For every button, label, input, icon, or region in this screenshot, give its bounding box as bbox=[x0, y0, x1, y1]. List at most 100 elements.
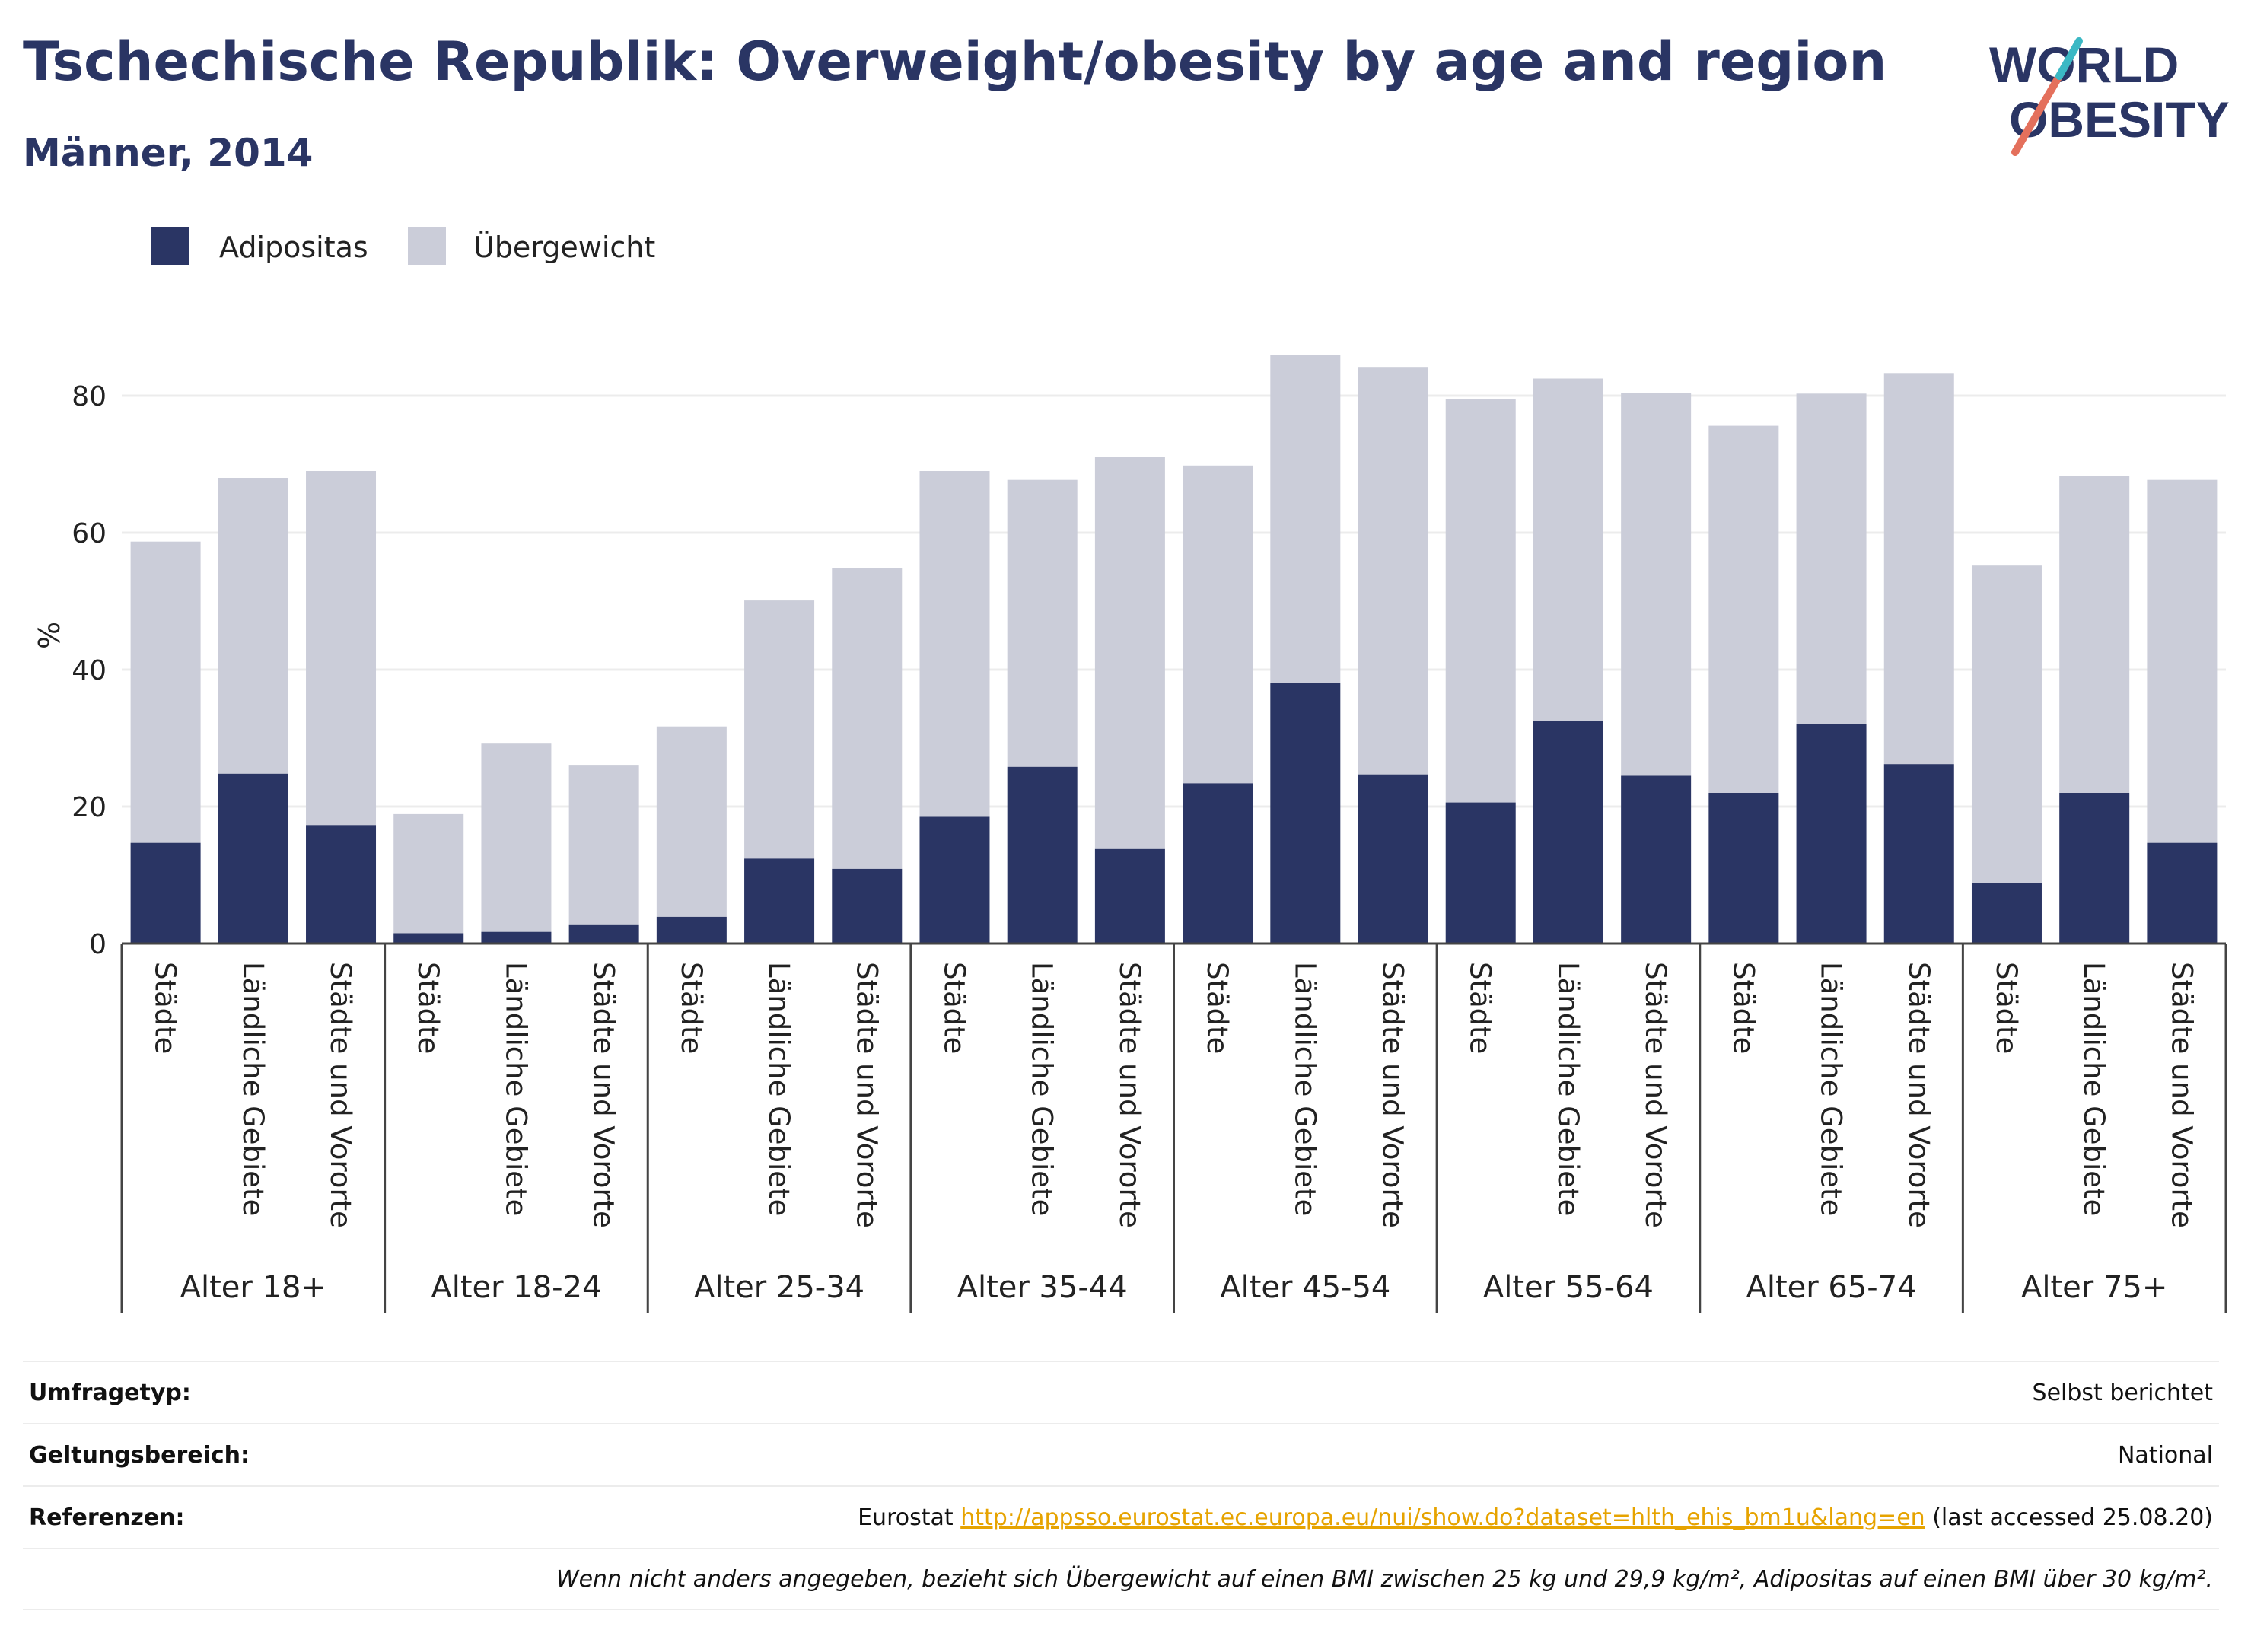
bar-uebergewicht bbox=[1094, 457, 1165, 849]
y-gridlines bbox=[122, 394, 2226, 808]
x-category-label: Städte bbox=[149, 962, 182, 1054]
x-category-label: Städte bbox=[412, 962, 444, 1054]
y-tick-label: 0 bbox=[89, 929, 107, 960]
bar-adipositas bbox=[1358, 774, 1428, 944]
bar-uebergewicht bbox=[218, 478, 288, 774]
references-accessed: (last accessed 25.08.20) bbox=[1932, 1504, 2213, 1531]
bar-adipositas bbox=[1270, 683, 1341, 944]
bar-adipositas bbox=[481, 931, 552, 944]
bar-uebergewicht bbox=[1621, 393, 1692, 776]
bar-adipositas bbox=[656, 916, 727, 944]
x-group-label: Alter 35-44 bbox=[957, 1270, 1128, 1305]
y-axis-label: % bbox=[33, 622, 66, 649]
legend-label-adipositas: Adipositas bbox=[219, 231, 368, 264]
x-category-label: Städte bbox=[1727, 962, 1759, 1054]
bar-uebergewicht bbox=[656, 726, 727, 917]
bar-uebergewicht bbox=[1796, 393, 1867, 724]
info-row-scope: Geltungsbereich: National bbox=[23, 1423, 2219, 1485]
bar-uebergewicht bbox=[832, 568, 903, 869]
survey-value: Selbst berichtet bbox=[2032, 1379, 2213, 1406]
x-category-label: Ländliche Gebiete bbox=[1552, 962, 1584, 1216]
y-tick-label: 20 bbox=[72, 792, 107, 823]
page-title: Tschechische Republik: Overweight/obesit… bbox=[23, 30, 1887, 93]
world-obesity-logo: WORLD OBESITY bbox=[1989, 37, 2230, 156]
legend-swatch-uebergewicht bbox=[408, 227, 446, 265]
bar-adipositas bbox=[744, 858, 815, 944]
bar-uebergewicht bbox=[744, 600, 815, 859]
definition-note: Wenn nicht anders angegeben, bezieht sic… bbox=[556, 1565, 2213, 1593]
x-category-label: Ländliche Gebiete bbox=[1026, 962, 1059, 1216]
x-group-label: Alter 18-24 bbox=[431, 1270, 601, 1305]
references-value: Eurostat http://appsso.eurostat.ec.europ… bbox=[858, 1504, 2213, 1531]
bar-uebergewicht bbox=[481, 743, 552, 932]
bar-uebergewicht bbox=[1708, 425, 1779, 793]
bar-adipositas bbox=[1183, 783, 1253, 944]
x-category-label: Städte und Vororte bbox=[1113, 962, 1146, 1228]
references-label: Referenzen: bbox=[29, 1504, 185, 1531]
x-category-label: Ländliche Gebiete bbox=[2077, 962, 2110, 1216]
x-category-label: Ländliche Gebiete bbox=[1815, 962, 1848, 1216]
bar-adipositas bbox=[1971, 883, 2042, 944]
bar-uebergewicht bbox=[919, 471, 990, 817]
bar-adipositas bbox=[130, 842, 201, 944]
bar-adipositas bbox=[393, 933, 464, 944]
x-category-label: Städte und Vororte bbox=[850, 962, 883, 1228]
x-category-label: Ländliche Gebiete bbox=[237, 962, 269, 1216]
bar-adipositas bbox=[2147, 842, 2218, 944]
logo-slash-upper bbox=[2055, 37, 2083, 80]
bar-adipositas bbox=[1445, 802, 1516, 944]
x-group-label: Alter 18+ bbox=[180, 1270, 326, 1305]
scope-value: National bbox=[2117, 1441, 2213, 1469]
x-category-label: Ländliche Gebiete bbox=[763, 962, 795, 1216]
bar-adipositas bbox=[832, 868, 903, 944]
x-category-label: Städte und Vororte bbox=[1902, 962, 1935, 1228]
bar-uebergewicht bbox=[1270, 355, 1341, 683]
x-category-label: Ländliche Gebiete bbox=[499, 962, 532, 1216]
x-category-label: Städte bbox=[938, 962, 970, 1054]
y-tick-label: 60 bbox=[72, 518, 107, 549]
x-group-label: Alter 65-74 bbox=[1746, 1270, 1916, 1305]
logo-line-1: WORLD bbox=[1989, 37, 2179, 93]
bar-adipositas bbox=[218, 773, 288, 944]
bar-uebergewicht bbox=[2059, 476, 2130, 793]
y-tick-label: 40 bbox=[72, 655, 107, 686]
logo-slash-lower bbox=[2011, 72, 2063, 156]
x-group-label: Alter 75+ bbox=[2021, 1270, 2167, 1305]
bar-adipositas bbox=[1883, 764, 1954, 944]
bar-uebergewicht bbox=[1445, 399, 1516, 803]
x-group-label: Alter 55-64 bbox=[1483, 1270, 1654, 1305]
x-category-label: Ländliche Gebiete bbox=[1288, 962, 1321, 1216]
info-row-references: Referenzen: Eurostat http://appsso.euros… bbox=[23, 1485, 2219, 1548]
bar-adipositas bbox=[1094, 848, 1165, 944]
bar-uebergewicht bbox=[1007, 479, 1078, 767]
chart-legend: Adipositas Übergewicht bbox=[151, 227, 655, 265]
bar-uebergewicht bbox=[1358, 367, 1428, 775]
bar-adipositas bbox=[1708, 793, 1779, 944]
survey-label: Umfragetyp: bbox=[29, 1379, 191, 1406]
bar-uebergewicht bbox=[1183, 465, 1253, 784]
bar-uebergewicht bbox=[2147, 479, 2218, 843]
bar-uebergewicht bbox=[1883, 373, 1954, 765]
bar-uebergewicht bbox=[568, 765, 639, 925]
scope-label: Geltungsbereich: bbox=[29, 1441, 250, 1469]
page-subtitle: Männer, 2014 bbox=[23, 131, 314, 175]
x-category-label: Städte und Vororte bbox=[324, 962, 357, 1228]
stacked-bar-chart: Adipositas Übergewicht 0 20 40 60 80% Städte… bbox=[33, 227, 2227, 1313]
bar-uebergewicht bbox=[393, 813, 464, 934]
info-row-survey: Umfragetyp: Selbst berichtet bbox=[23, 1361, 2219, 1423]
x-category-label: Städte und Vororte bbox=[587, 962, 620, 1228]
bar-adipositas bbox=[2059, 793, 2130, 944]
y-axis: 0 20 40 60 80% bbox=[33, 381, 107, 960]
references-link[interactable]: http://appsso.eurostat.ec.europa.eu/nui/… bbox=[960, 1504, 1925, 1531]
references-source: Eurostat bbox=[858, 1504, 954, 1531]
info-row-note: Wenn nicht anders angegeben, bezieht sic… bbox=[23, 1548, 2219, 1610]
bar-adipositas bbox=[919, 816, 990, 944]
bar-uebergewicht bbox=[306, 471, 377, 826]
bar-adipositas bbox=[1533, 721, 1603, 944]
bar-uebergewicht bbox=[1971, 565, 2042, 883]
bar-adipositas bbox=[1007, 766, 1078, 944]
x-category-label: Städte bbox=[675, 962, 708, 1054]
bar-uebergewicht bbox=[1533, 378, 1603, 721]
info-table: Umfragetyp: Selbst berichtet Geltungsber… bbox=[23, 1361, 2219, 1610]
x-category-label: Städte und Vororte bbox=[2165, 962, 2198, 1228]
